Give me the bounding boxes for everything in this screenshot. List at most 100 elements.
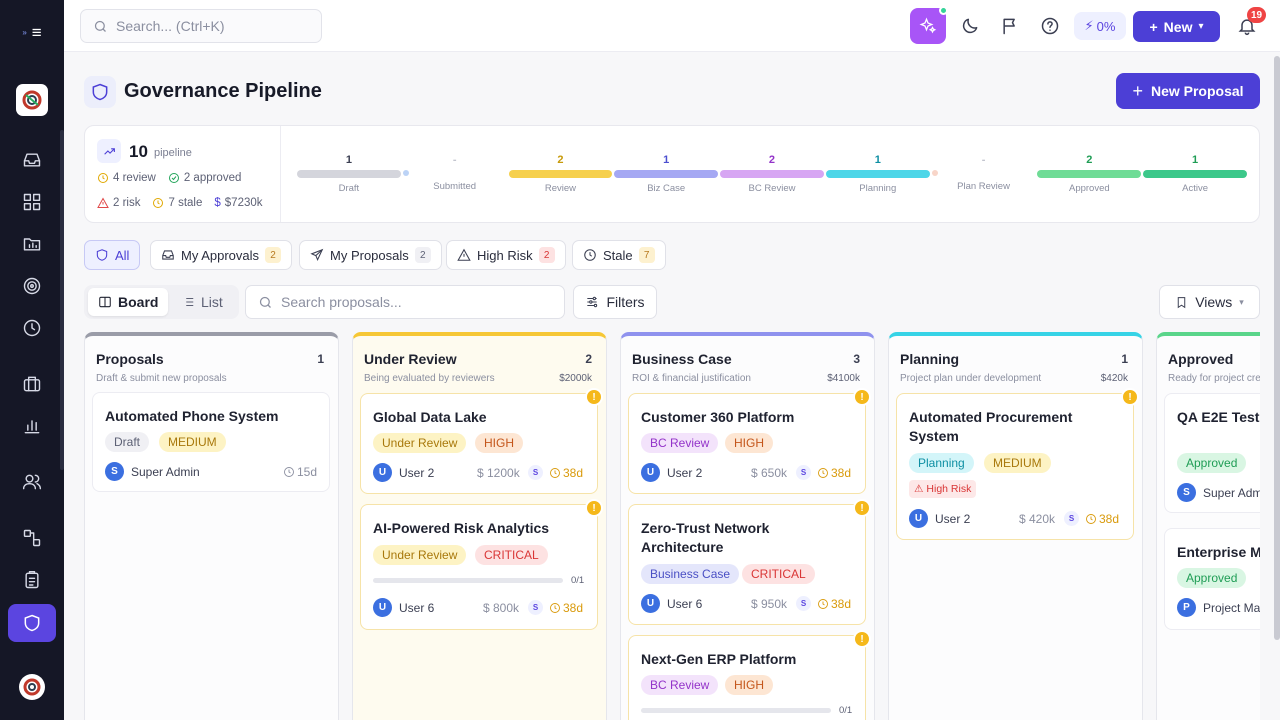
filter-stale-chip[interactable]: Stale 7	[572, 240, 666, 270]
bar-chart-icon	[24, 420, 40, 434]
collapse-icon: »	[22, 27, 27, 37]
board-view-label: Board	[118, 294, 159, 310]
column-approved: Approved Ready for project creation QA E…	[1156, 332, 1260, 720]
proposal-card[interactable]: Automated Phone System Draft MEDIUM S Su…	[92, 392, 330, 492]
filter-stale-label: Stale	[603, 247, 633, 263]
proposal-card[interactable]: ! Customer 360 Platform BC Review HIGH U…	[628, 388, 871, 494]
pipeline-stage[interactable]: 1 Biz Case	[614, 154, 719, 198]
stage-bar	[508, 170, 613, 178]
avatar: P	[1177, 598, 1196, 617]
help-button[interactable]	[1038, 14, 1062, 38]
pipeline-stage[interactable]: - Submitted	[402, 154, 507, 198]
sidebar-toggle[interactable]: » ≡	[0, 14, 64, 50]
sidebar-item-reports[interactable]	[18, 412, 46, 440]
avatar-logo-icon	[23, 678, 41, 696]
column-title: Planning	[900, 351, 960, 367]
theme-toggle-button[interactable]	[958, 14, 982, 38]
approval-progress-bar	[373, 578, 563, 583]
new-proposal-button[interactable]: + New Proposal	[1116, 73, 1260, 109]
sidebar-item-portfolio[interactable]	[18, 370, 46, 398]
sidebar-item-projects[interactable]	[18, 230, 46, 258]
pipeline-stage[interactable]: 2 BC Review	[720, 154, 824, 198]
stage-count: -	[452, 154, 457, 166]
proposal-card[interactable]: ! Next-Gen ERP Platform BC Review HIGH 0…	[628, 630, 871, 720]
card-title: Next-Gen ERP Platform	[641, 651, 797, 667]
pipeline-stage[interactable]: 2 Approved	[1037, 154, 1142, 198]
clipboard-icon	[25, 570, 39, 589]
proposal-card[interactable]: Enterprise Mobile Approved P Project Man…	[1164, 528, 1260, 630]
sidebar-item-time[interactable]	[18, 314, 46, 342]
filter-high-risk-chip[interactable]: High Risk 2	[446, 240, 566, 270]
card-title: QA E2E Test - Inventory Scan	[1177, 409, 1260, 425]
stage-count: 1	[345, 154, 352, 166]
stats-summary: 10 pipeline 4 review 2 approved 2 risk 7…	[85, 126, 281, 222]
owner-name: User 2	[935, 512, 971, 526]
dollar-icon: $	[214, 197, 221, 209]
target-icon	[23, 277, 41, 295]
ai-assistant-button[interactable]	[910, 6, 948, 44]
stage-bar	[1143, 170, 1247, 178]
search-icon	[94, 20, 106, 32]
age-label: 38d	[563, 601, 584, 615]
proposal-card[interactable]: ! Automated Procurement System Planning …	[896, 388, 1139, 540]
online-dot	[939, 6, 948, 15]
proposal-card[interactable]: ! Zero-Trust Network Architecture Busine…	[628, 499, 871, 625]
priority-badge: CRITICAL	[742, 564, 815, 584]
global-search-input[interactable]: Search... (Ctrl+K)	[80, 9, 322, 43]
age-label: 38d	[831, 466, 852, 480]
avatar: S	[105, 462, 124, 481]
flag-button[interactable]	[998, 14, 1022, 38]
app-logo[interactable]	[16, 84, 48, 116]
high-risk-badge: ⚠ High Risk	[909, 480, 977, 498]
filter-my-approvals-chip[interactable]: My Approvals 2	[150, 240, 293, 270]
sidebar-scrollbar[interactable]	[60, 130, 64, 470]
column-subtitle: ROI & financial justification	[632, 373, 751, 384]
pipeline-stage[interactable]: - Plan Review	[931, 154, 1036, 198]
column-count: 1	[1121, 352, 1128, 366]
priority-badge: CRITICAL	[475, 545, 548, 565]
sidebar-item-inbox[interactable]	[18, 146, 46, 174]
sidebar-item-tasks[interactable]	[18, 566, 46, 594]
alert-triangle-icon	[97, 197, 109, 208]
list-view-button[interactable]: List	[171, 288, 233, 316]
status-badge: BC Review	[641, 675, 719, 695]
views-dropdown[interactable]: Views ▾	[1159, 285, 1260, 319]
status-badge: Planning	[909, 453, 974, 473]
sidebar-item-workflows[interactable]	[18, 524, 46, 552]
column-under-review: Under Review 2 Being evaluated by review…	[352, 332, 607, 720]
risk-stat-label: 2 risk	[113, 197, 141, 209]
sidebar-item-governance[interactable]	[8, 604, 56, 642]
proposal-card[interactable]: ! Global Data Lake Under Review HIGH U U…	[360, 388, 603, 494]
proposal-card[interactable]: ! AI-Powered Risk Analytics Under Review…	[360, 499, 603, 630]
filter-all-chip[interactable]: All	[84, 240, 141, 270]
proposal-search-placeholder: Search proposals...	[281, 294, 402, 310]
user-avatar[interactable]	[19, 674, 45, 700]
board-view-button[interactable]: Board	[88, 288, 169, 316]
pipeline-stage[interactable]: 1 Planning	[825, 154, 930, 198]
column-proposals: Proposals 1 Draft & submit new proposals…	[84, 332, 339, 720]
sidebar-item-dashboard[interactable]	[18, 188, 46, 216]
clock-icon	[153, 198, 164, 208]
pipeline-stage[interactable]: 1 Draft	[297, 154, 401, 198]
sidebar: » ≡	[0, 0, 64, 720]
inbox-icon	[23, 153, 41, 167]
filter-all-label: All	[115, 247, 130, 263]
stage-count: -	[981, 154, 986, 166]
owner-name: User 6	[399, 601, 435, 615]
status-badge: Under Review	[373, 433, 467, 453]
pipeline-stage[interactable]: 1 Active	[1143, 154, 1247, 198]
proposal-card[interactable]: QA E2E Test - Inventory Scan Approved S …	[1164, 393, 1260, 513]
new-button[interactable]: + New ▾	[1133, 11, 1220, 42]
clock-icon	[284, 467, 294, 477]
filter-my-proposals-chip[interactable]: My Proposals 2	[299, 240, 442, 270]
card-title: Automated Phone System	[105, 408, 279, 424]
sidebar-item-users[interactable]	[18, 468, 46, 496]
priority-badge: MEDIUM	[984, 453, 1051, 473]
sidebar-item-goals[interactable]	[18, 272, 46, 300]
pipeline-stage[interactable]: 2 Review	[508, 154, 613, 198]
main-scrollbar[interactable]	[1274, 56, 1280, 640]
proposal-search-input[interactable]: Search proposals...	[245, 285, 565, 319]
filters-button[interactable]: Filters	[573, 285, 657, 319]
column-subtitle: Draft & submit new proposals	[96, 373, 227, 384]
usage-indicator[interactable]: ⚡ 0%	[1074, 12, 1126, 40]
